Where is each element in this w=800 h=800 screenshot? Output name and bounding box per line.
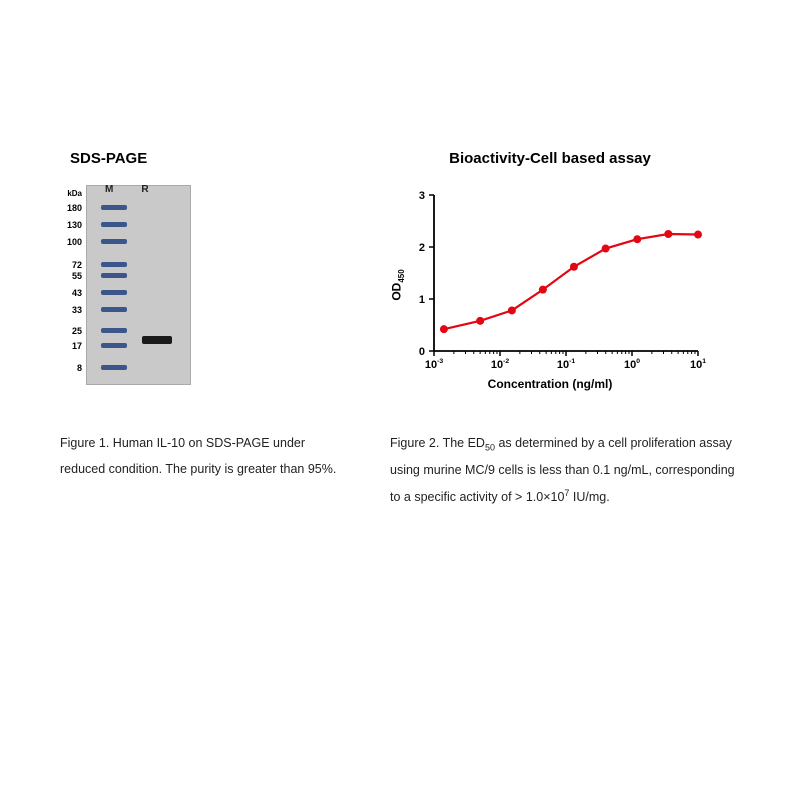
svg-text:3: 3 bbox=[419, 190, 425, 202]
svg-text:1: 1 bbox=[419, 294, 425, 306]
marker-band bbox=[101, 307, 127, 312]
svg-text:10-3: 10-3 bbox=[425, 358, 444, 371]
marker-band bbox=[101, 262, 127, 267]
lane-r-label: R bbox=[141, 184, 148, 195]
figure-2-caption: Figure 2. The ED50 as determined by a ce… bbox=[390, 430, 740, 510]
marker-label: 55 bbox=[72, 267, 82, 285]
sds-page-panel: SDS-PAGE kDa1801301007255433325178 M R bbox=[60, 150, 310, 385]
marker-band bbox=[101, 205, 127, 210]
gel-lanes: M R bbox=[86, 185, 191, 385]
sample-band bbox=[142, 336, 172, 344]
marker-label: 180 bbox=[67, 199, 82, 217]
gel-image: kDa1801301007255433325178 M R bbox=[60, 185, 310, 385]
svg-text:2: 2 bbox=[419, 242, 425, 254]
x-axis-label: Concentration (ng/ml) bbox=[488, 377, 613, 391]
svg-text:10-1: 10-1 bbox=[557, 358, 576, 371]
svg-text:100: 100 bbox=[624, 358, 640, 371]
bioactivity-title: Bioactivity-Cell based assay bbox=[360, 150, 740, 167]
marker-band bbox=[101, 290, 127, 295]
marker-band bbox=[101, 328, 127, 333]
marker-band bbox=[101, 273, 127, 278]
marker-label: 17 bbox=[72, 337, 82, 355]
y-axis-label: OD450 bbox=[389, 269, 405, 300]
marker-band bbox=[101, 365, 127, 370]
marker-band bbox=[101, 343, 127, 348]
marker-band bbox=[101, 222, 127, 227]
marker-label: 8 bbox=[77, 359, 82, 377]
svg-text:10-2: 10-2 bbox=[491, 358, 510, 371]
svg-text:101: 101 bbox=[690, 358, 706, 371]
sds-page-title: SDS-PAGE bbox=[60, 150, 310, 167]
marker-label: 33 bbox=[72, 301, 82, 319]
dose-response-chart: OD450 012310-310-210-1100101 Concentrati… bbox=[390, 185, 710, 385]
chart-svg: 0 1 2 3 10-3 10-2 10-1 100 101 bbox=[390, 185, 710, 385]
figure-1-caption: Figure 1. Human IL-10 on SDS-PAGE under … bbox=[60, 430, 350, 510]
marker-band bbox=[101, 239, 127, 244]
marker-label: 43 bbox=[72, 284, 82, 302]
gel-lane-header: M R bbox=[87, 184, 190, 195]
lane-m-label: M bbox=[105, 184, 113, 195]
svg-text:0: 0 bbox=[419, 346, 425, 358]
marker-label: 130 bbox=[67, 216, 82, 234]
marker-label: 100 bbox=[67, 233, 82, 251]
bioactivity-panel: Bioactivity-Cell based assay OD450 0 1 2 3 1… bbox=[360, 150, 740, 385]
gel-marker-labels: kDa1801301007255433325178 bbox=[60, 185, 84, 385]
